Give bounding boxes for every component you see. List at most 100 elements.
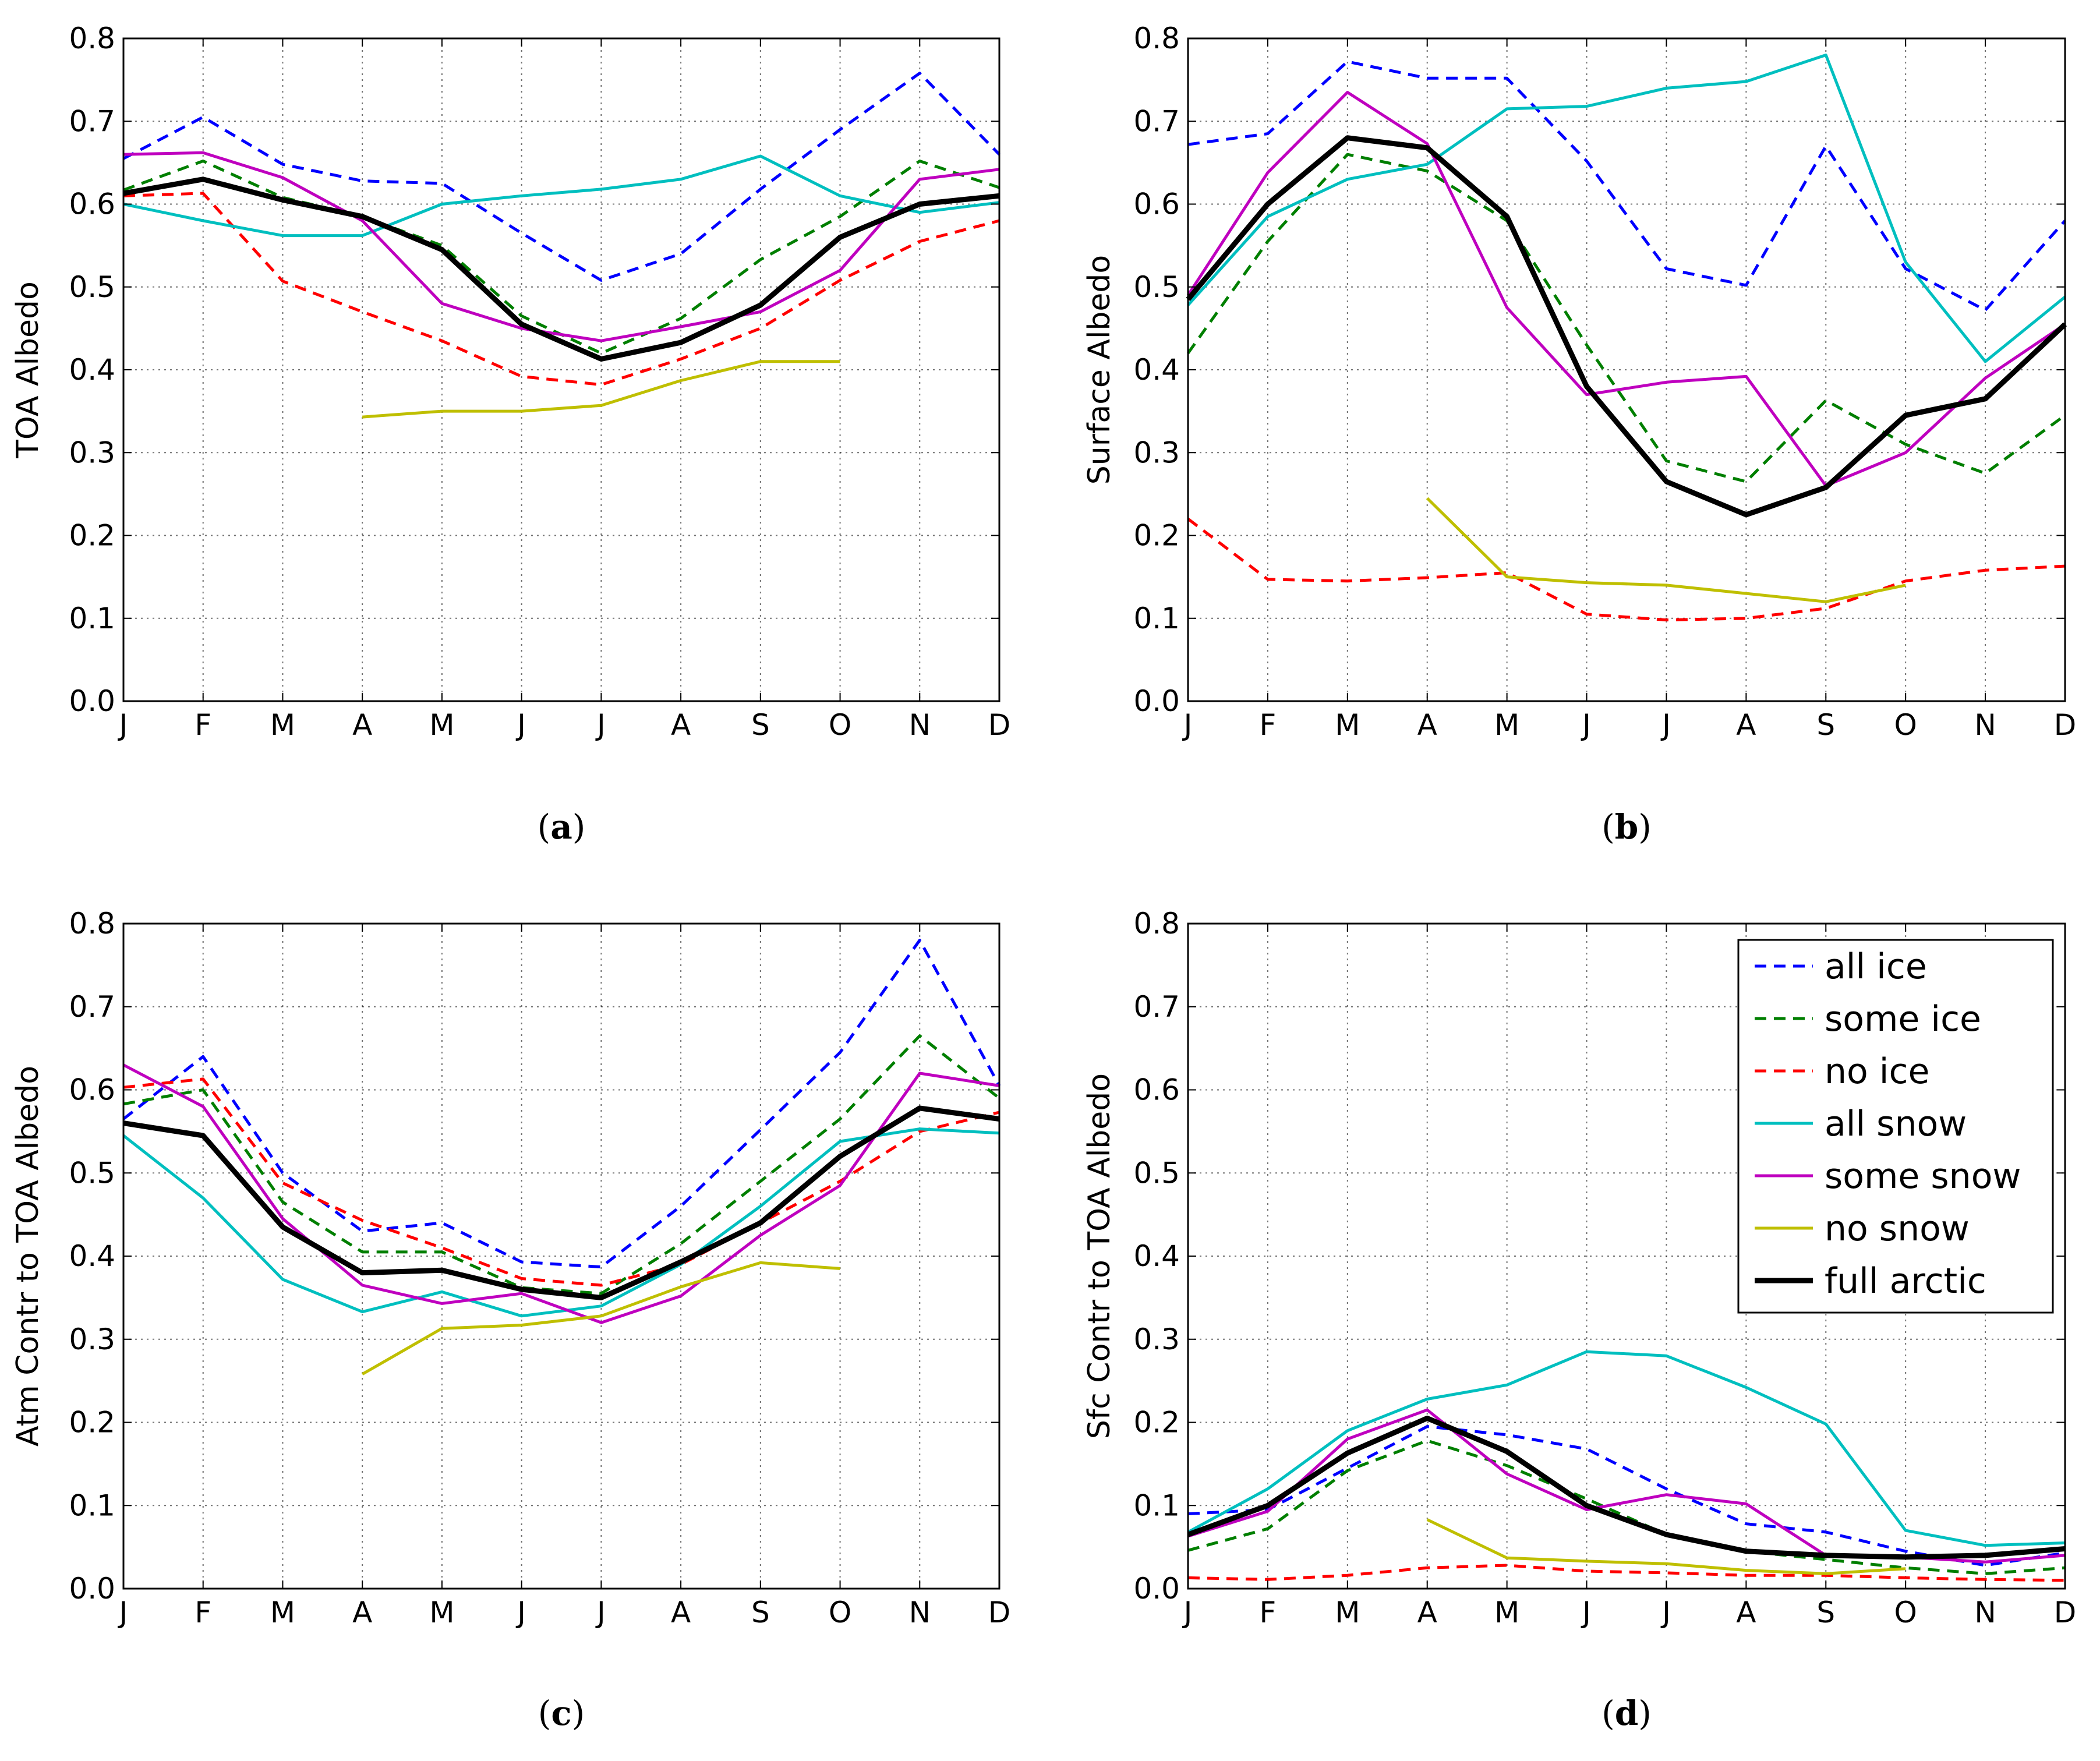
- y-axis-label: TOA Albedo: [10, 281, 45, 459]
- series-line-all-ice: [122, 939, 1001, 1269]
- y-tick-label: 0.4: [1133, 353, 1180, 387]
- y-tick-label: 0.8: [1133, 22, 1180, 55]
- x-tick-label: M: [429, 1596, 454, 1629]
- y-tick-label: 0.3: [1133, 1322, 1180, 1356]
- x-tick-label: O: [1894, 1596, 1917, 1629]
- x-tick-label: A: [671, 1596, 691, 1629]
- x-tick-label: J: [1660, 708, 1671, 742]
- x-tick-label: D: [2054, 1596, 2077, 1629]
- series-line-full-arctic: [123, 1105, 1000, 1300]
- x-tick-label: D: [988, 1596, 1011, 1629]
- legend-label: all ice: [1825, 946, 1927, 987]
- panel-caption: (c): [538, 1693, 585, 1733]
- y-tick-label: 0.4: [69, 353, 115, 387]
- y-tick-label: 0.5: [1133, 1156, 1180, 1190]
- series-line-some-ice: [123, 1034, 1000, 1295]
- series-line-no-snow: [362, 360, 840, 419]
- x-tick-label: A: [671, 708, 691, 742]
- y-tick-label: 0.2: [69, 519, 115, 553]
- y-tick-label: 0.3: [69, 436, 115, 469]
- x-tick-label: A: [1417, 1596, 1437, 1629]
- series-line-no-snow: [1426, 1518, 1906, 1575]
- x-tick-label: M: [1494, 708, 1519, 742]
- x-tick-label: A: [352, 1596, 372, 1629]
- x-tick-label: A: [1736, 1596, 1756, 1629]
- x-tick-label: M: [270, 708, 295, 742]
- series-line-full-arctic: [1186, 135, 2067, 518]
- x-tick-label: J: [1182, 1596, 1193, 1629]
- x-tick-label: J: [595, 708, 606, 742]
- series-line-full-arctic: [123, 176, 1000, 362]
- x-tick-label: D: [988, 708, 1011, 742]
- x-tick-label: M: [1335, 708, 1360, 742]
- x-tick-label: F: [1260, 1596, 1277, 1629]
- x-tick-label: S: [1816, 1596, 1835, 1629]
- series-line-some-snow: [122, 1063, 1000, 1324]
- y-tick-label: 0.0: [1133, 684, 1180, 718]
- y-tick-label: 0.0: [1133, 1572, 1180, 1606]
- y-tick-label: 0.7: [1133, 104, 1180, 138]
- series-line-some-snow: [1186, 91, 2066, 487]
- legend-box: [1737, 939, 2054, 1314]
- panel-b: J F M A M J J A S O N D 0.0 0.1 0.2 0.3 0.4 0.5 0.6 0.7 0.8 S…: [1082, 22, 2076, 847]
- x-tick-label: M: [1494, 1596, 1519, 1629]
- legend-label: full arctic: [1825, 1261, 1986, 1302]
- x-tick-label: F: [195, 1596, 211, 1629]
- y-tick-label: 0.6: [69, 188, 115, 221]
- x-tick-label: M: [270, 1596, 295, 1629]
- x-tick-label: M: [429, 708, 454, 742]
- series-line-all-snow: [1187, 1350, 2066, 1547]
- legend-label: some ice: [1825, 999, 1981, 1039]
- panel-d: J F M A M J J A S O N D 0.0 0.1 0.2 0.3 0.4 0.5 0.6 0.7 0.8 S…: [1082, 907, 2076, 1733]
- y-axis-label: Atm Contr to TOA Albedo: [10, 1066, 45, 1447]
- x-tick-label: O: [829, 1596, 851, 1629]
- y-tick-label: 0.5: [69, 1156, 115, 1190]
- y-tick-label: 0.5: [1133, 270, 1180, 304]
- x-tick-label: J: [515, 708, 526, 742]
- panel-caption: (a): [538, 807, 586, 847]
- y-tick-label: 0.7: [69, 104, 115, 138]
- panel-caption: (b): [1601, 807, 1652, 847]
- x-tick-label: J: [595, 1596, 606, 1629]
- series-line-some-ice: [1187, 1439, 2066, 1575]
- x-tick-label: S: [1816, 708, 1835, 742]
- legend-label: no ice: [1825, 1051, 1929, 1092]
- y-axis-label: Sfc Contr to TOA Albedo: [1082, 1073, 1117, 1439]
- panel-a: J F M A M J J A S O N D 0.0 0.1 0.2 0.3 0.4 0.5 0.6 0.7 0.8 T…: [10, 22, 1010, 847]
- series-line-some-snow: [1187, 1408, 2066, 1564]
- series-line-no-ice: [123, 192, 1000, 387]
- y-tick-label: 0.1: [69, 1488, 115, 1522]
- x-tick-label: F: [195, 708, 211, 742]
- y-tick-label: 0.7: [69, 990, 115, 1024]
- series-line-all-ice: [1187, 1425, 2066, 1567]
- legend-label: all snow: [1825, 1104, 1967, 1144]
- y-tick-label: 0.0: [69, 1572, 115, 1606]
- y-tick-label: 0.6: [69, 1073, 115, 1107]
- x-tick-label: J: [515, 1596, 526, 1629]
- y-tick-label: 0.8: [1133, 907, 1180, 940]
- legend: all ice some ice no ice all snow some snow no…: [1737, 939, 2054, 1314]
- x-tick-label: J: [1581, 1596, 1591, 1629]
- y-tick-label: 0.3: [69, 1322, 115, 1356]
- series-line-all-snow: [1187, 54, 2066, 363]
- panel-caption: (d): [1601, 1693, 1652, 1733]
- x-tick-label: J: [118, 708, 128, 742]
- y-tick-label: 0.4: [69, 1239, 115, 1273]
- series-line-all-snow: [123, 154, 1000, 238]
- y-tick-label: 0.6: [1133, 1073, 1180, 1107]
- y-tick-label: 0.8: [69, 22, 115, 55]
- series-line-no-ice: [1187, 518, 2066, 622]
- x-tick-label: N: [1974, 708, 1996, 742]
- y-axis-label: Surface Albedo: [1082, 255, 1117, 485]
- series-line-some-snow: [123, 151, 1000, 342]
- x-tick-label: A: [1417, 708, 1437, 742]
- x-tick-label: J: [1581, 708, 1591, 742]
- x-tick-label: N: [909, 708, 931, 742]
- x-tick-label: J: [1182, 708, 1193, 742]
- series-line-no-snow: [361, 1261, 840, 1375]
- x-tick-label: S: [751, 1596, 770, 1629]
- series-line-all-ice: [122, 72, 1000, 282]
- y-tick-label: 0.1: [1133, 1488, 1180, 1522]
- panel-c: J F M A M J J A S O N D 0.0 0.1 0.2 0.3 0.4 0.5 0.6 0.7 0.8 A…: [10, 907, 1010, 1733]
